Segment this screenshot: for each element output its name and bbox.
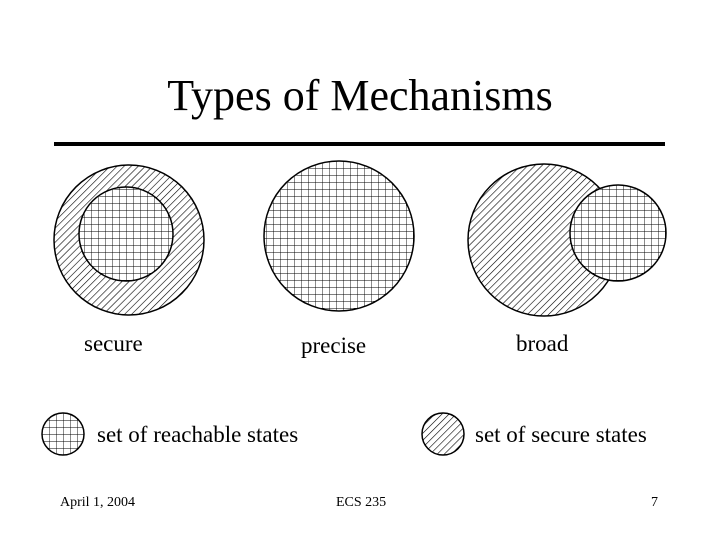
legend-reachable-label: set of reachable states (97, 422, 299, 447)
footer-page-number: 7 (651, 495, 658, 510)
precise-label: precise (301, 333, 367, 358)
secure-label: secure (84, 331, 143, 356)
broad-label: broad (516, 331, 569, 356)
reachable-states-circle (78, 186, 174, 282)
footer-date: April 1, 2004 (60, 495, 136, 510)
legend-secure-swatch (421, 412, 465, 456)
legend-secure-label: set of secure states (475, 422, 647, 447)
legend-reachable-swatch (41, 412, 85, 456)
broad-diagram (467, 163, 667, 317)
precise-diagram (263, 160, 415, 312)
slide-title: Types of Mechanisms (167, 71, 553, 120)
reachable-states-circle (569, 184, 667, 282)
title-underline (54, 142, 665, 146)
precise-states-circle (263, 160, 415, 312)
secure-diagram (53, 164, 205, 316)
footer-course: ECS 235 (336, 495, 387, 510)
